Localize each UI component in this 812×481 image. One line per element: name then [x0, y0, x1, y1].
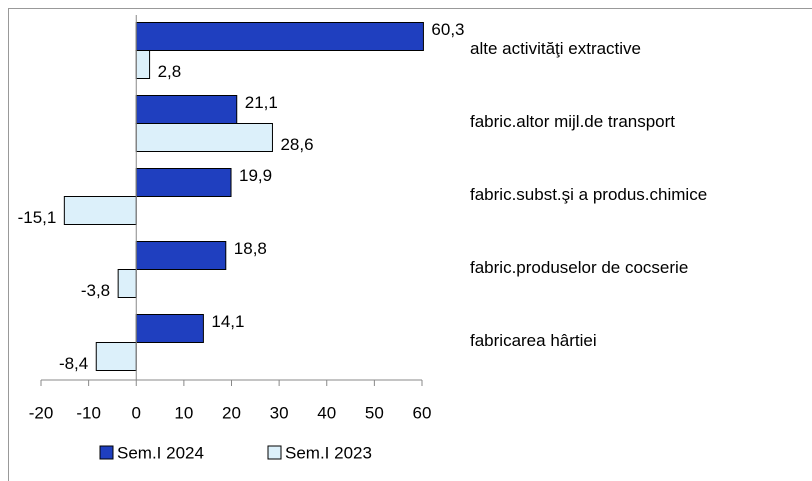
chart-frame: [8, 8, 812, 481]
legend-label: Sem.I 2024: [117, 443, 204, 462]
x-tick-label: -10: [76, 403, 101, 422]
bar: [135, 22, 424, 51]
bar: [135, 314, 204, 343]
category-label: fabric.altor mijl.de transport: [470, 112, 675, 131]
data-label: 60,3: [431, 20, 464, 39]
data-label: -3,8: [81, 281, 110, 300]
bar: [135, 50, 151, 79]
data-label: 14,1: [211, 312, 244, 331]
x-tick-label: 30: [270, 403, 289, 422]
x-tick-label: -20: [29, 403, 54, 422]
x-tick-label: 0: [132, 403, 141, 422]
legend-swatch: [267, 445, 282, 460]
bar: [135, 95, 238, 124]
category-label: fabric.produselor de cocserie: [470, 258, 688, 277]
x-tick-label: 10: [174, 403, 193, 422]
bar: [117, 269, 137, 298]
bar: [95, 342, 137, 371]
legend-label: Sem.I 2023: [285, 443, 372, 462]
data-label: -15,1: [18, 208, 57, 227]
x-tick-label: 60: [413, 403, 432, 422]
x-tick-label: 50: [365, 403, 384, 422]
data-label: 18,8: [234, 239, 267, 258]
data-label: -8,4: [59, 354, 88, 373]
bar: [135, 168, 232, 197]
legend-swatch: [99, 445, 114, 460]
data-label: 2,8: [158, 62, 182, 81]
category-label: fabric.subst.şi a produs.chimice: [470, 185, 707, 204]
category-label: fabricarea hârtiei: [470, 331, 597, 350]
bar: [63, 196, 137, 225]
data-label: 21,1: [245, 93, 278, 112]
category-label: alte activităţi extractive: [470, 39, 641, 58]
x-tick-label: 20: [222, 403, 241, 422]
x-tick-label: 40: [317, 403, 336, 422]
data-label: 28,6: [280, 135, 313, 154]
bar: [135, 123, 273, 152]
data-label: 19,9: [239, 166, 272, 185]
bar: [135, 241, 227, 270]
